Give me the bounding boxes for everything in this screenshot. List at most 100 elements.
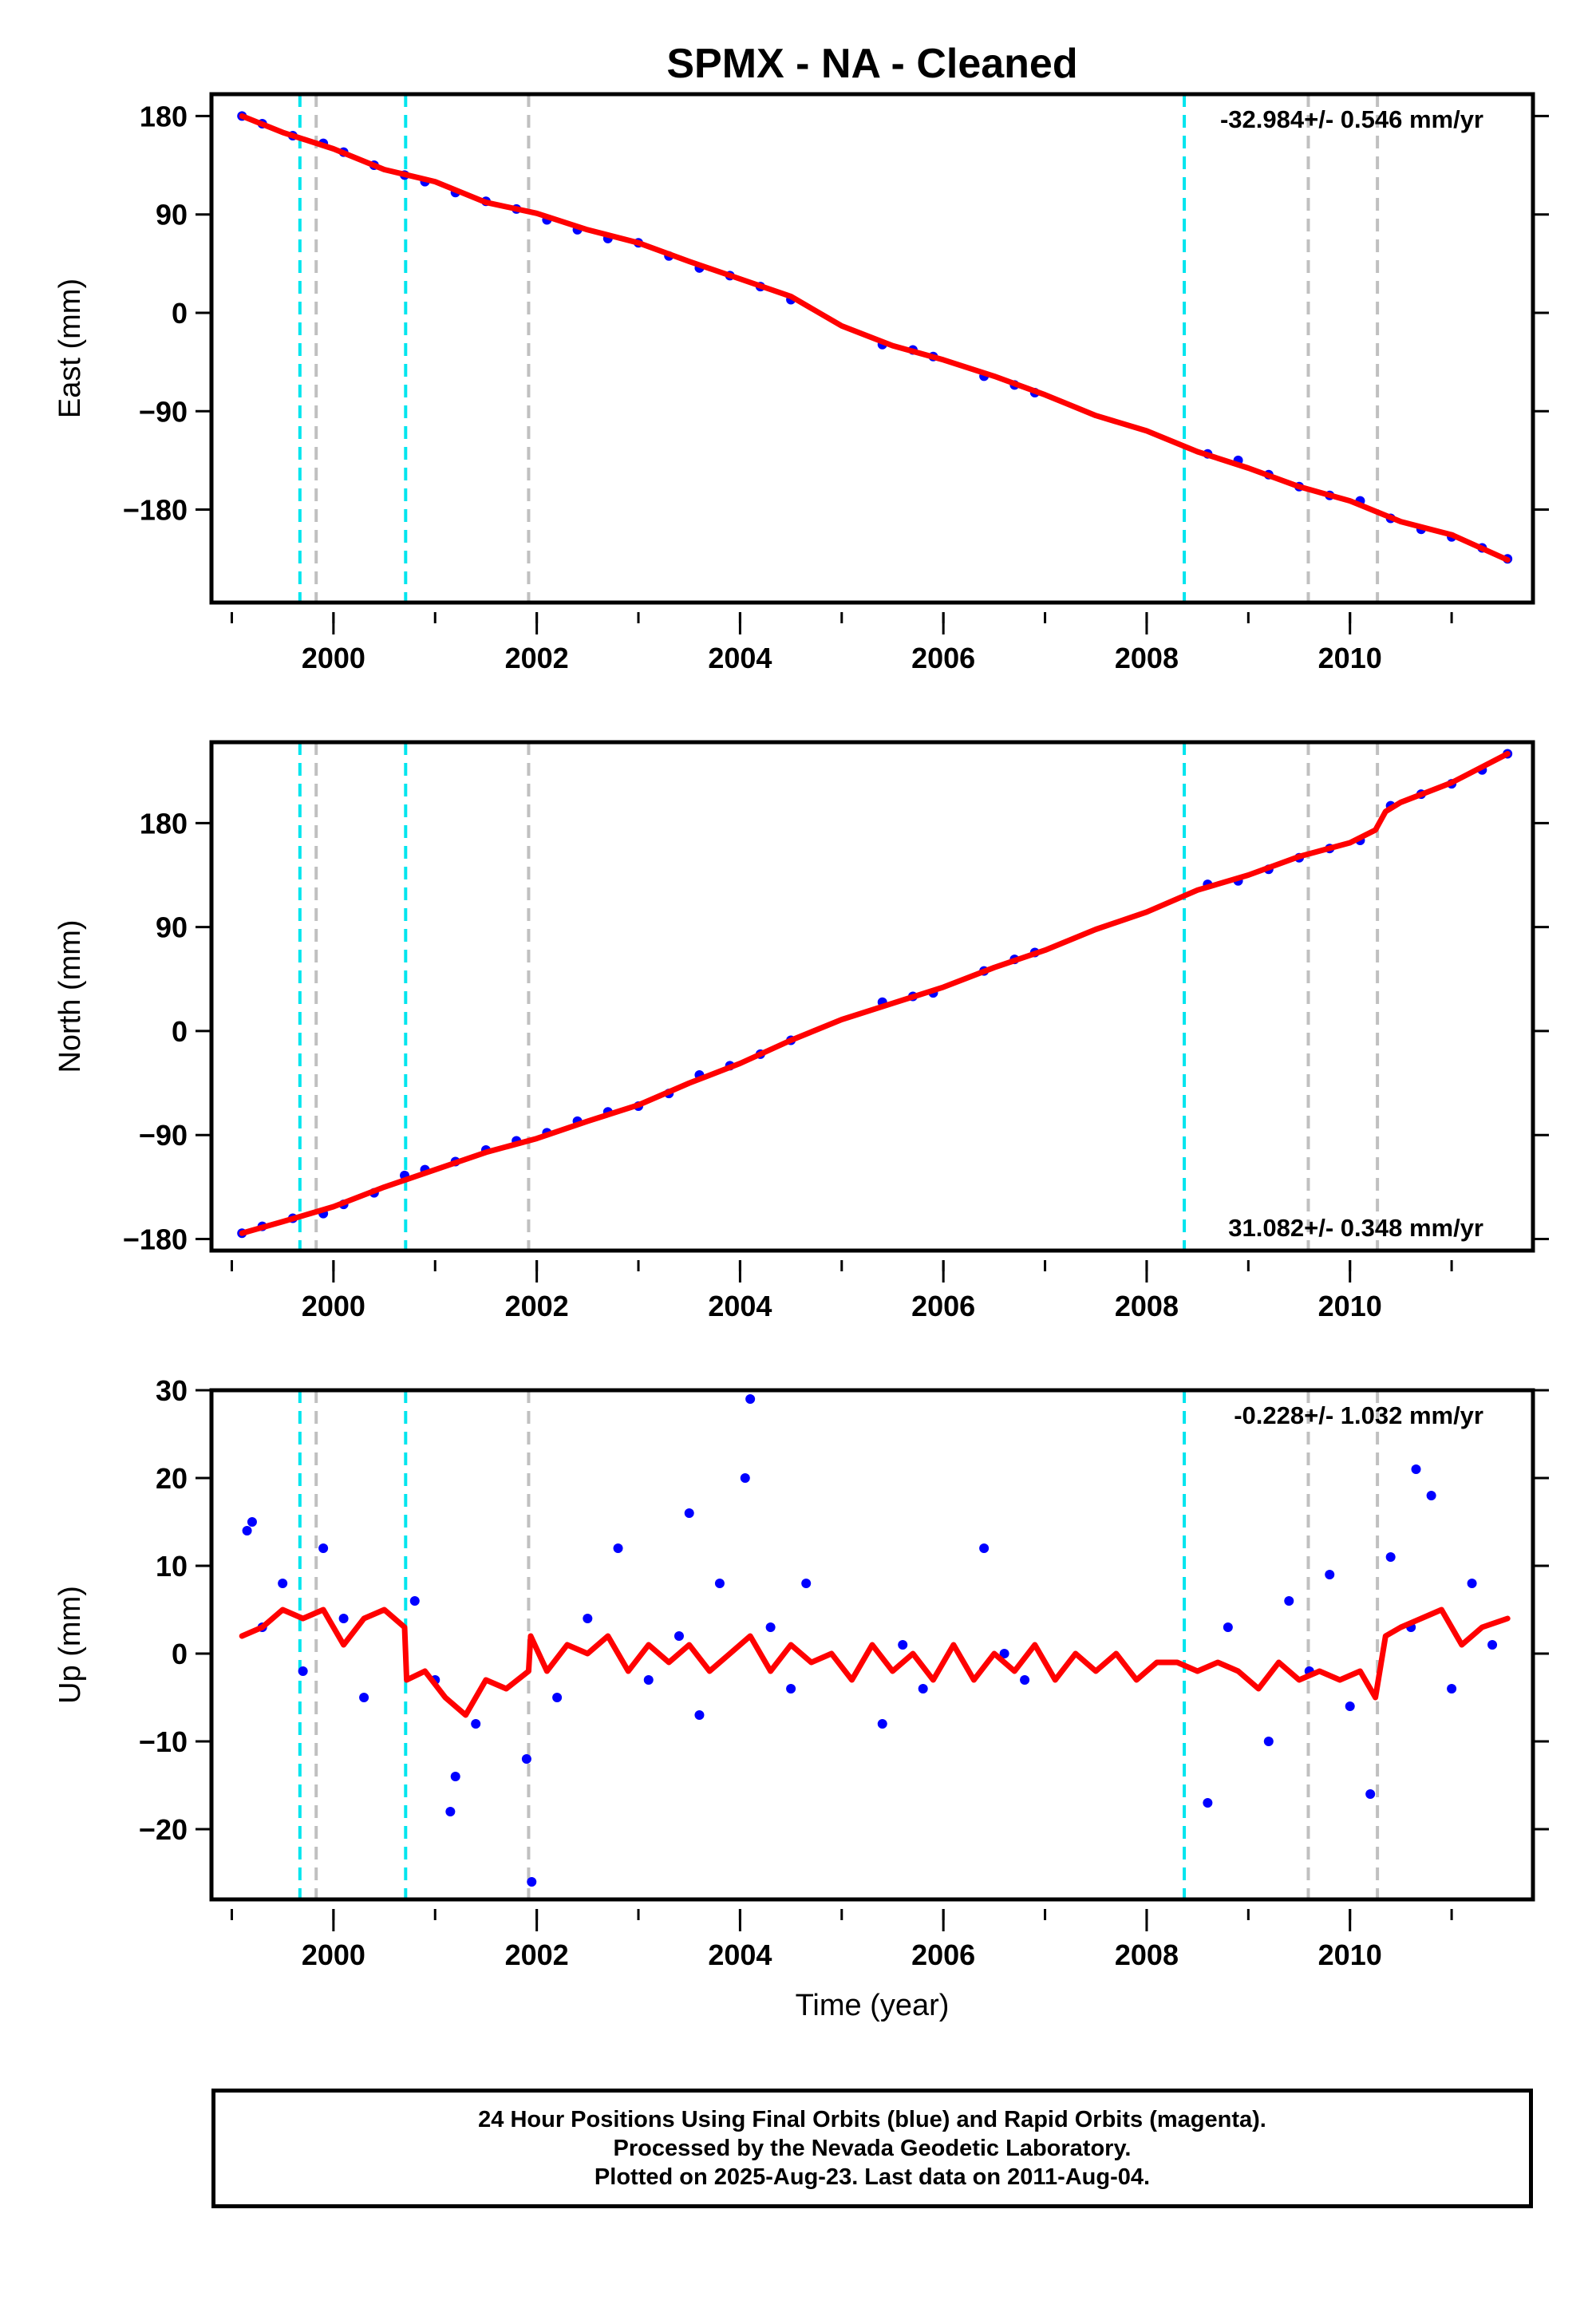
data-point bbox=[359, 1693, 369, 1702]
data-point bbox=[1365, 1789, 1376, 1799]
y-tick-label: 90 bbox=[156, 911, 188, 944]
data-point bbox=[1385, 1552, 1396, 1562]
data-point bbox=[552, 1693, 563, 1702]
x-tick-label: 2000 bbox=[302, 1939, 365, 1971]
x-tick-label: 2010 bbox=[1318, 1939, 1382, 1971]
data-point bbox=[877, 1719, 887, 1729]
x-tick-label: 2004 bbox=[708, 1939, 772, 1971]
y-tick-label: −10 bbox=[139, 1725, 188, 1758]
footer-line-3: Plotted on 2025-Aug-23. Last data on 201… bbox=[594, 2164, 1151, 2190]
data-point bbox=[527, 1877, 537, 1887]
data-point bbox=[1345, 1701, 1355, 1711]
data-point bbox=[1411, 1464, 1421, 1474]
y-tick-label: 0 bbox=[172, 1638, 188, 1670]
data-point bbox=[684, 1508, 694, 1518]
x-tick-label: 2000 bbox=[302, 642, 365, 674]
model-fit-line bbox=[239, 1607, 1511, 1718]
panel-up: 2000 2002 2004 2006 2008 2010 −20 −10 0 10 20 30 Up … bbox=[53, 1374, 1549, 2022]
data-point bbox=[298, 1666, 308, 1676]
x-tick-label: 2008 bbox=[1115, 642, 1179, 674]
data-point bbox=[471, 1719, 481, 1729]
data-point bbox=[1426, 1491, 1436, 1500]
data-point bbox=[1467, 1579, 1477, 1588]
x-tick-label: 2008 bbox=[1115, 1290, 1179, 1322]
data-point bbox=[643, 1675, 654, 1685]
data-point bbox=[786, 1684, 796, 1694]
y-tick-label: 30 bbox=[156, 1374, 188, 1407]
data-point bbox=[714, 1579, 725, 1588]
data-point bbox=[1447, 1684, 1457, 1694]
footer-box: 24 Hour Positions Using Final Orbits (bl… bbox=[211, 2089, 1533, 2208]
plot-frame bbox=[209, 92, 1535, 605]
data-point bbox=[1284, 1596, 1294, 1606]
x-tick-label: 2002 bbox=[505, 642, 569, 674]
data-point bbox=[521, 1754, 531, 1764]
data-point bbox=[338, 1614, 349, 1623]
x-tick-label: 2010 bbox=[1318, 642, 1382, 674]
plot-frame bbox=[209, 740, 1535, 1253]
x-tick-label: 2004 bbox=[708, 642, 772, 674]
data-point bbox=[409, 1596, 420, 1606]
data-point bbox=[318, 1543, 329, 1553]
x-tick-label: 2000 bbox=[302, 1290, 365, 1322]
data-point bbox=[242, 1526, 252, 1535]
x-tick-label: 2006 bbox=[911, 642, 975, 674]
data-point bbox=[979, 1543, 990, 1553]
x-tick-label: 2006 bbox=[911, 1939, 975, 1971]
y-axis-label: Up (mm) bbox=[53, 1586, 87, 1704]
y-tick-label: −180 bbox=[123, 494, 188, 527]
data-point bbox=[1203, 1798, 1213, 1808]
x-axis-label: Time (year) bbox=[796, 1989, 950, 2022]
x-tick-label: 2002 bbox=[505, 1290, 569, 1322]
model-fit-line bbox=[239, 113, 1511, 563]
y-axis-label: North (mm) bbox=[53, 919, 87, 1073]
data-point bbox=[694, 1710, 705, 1720]
data-point bbox=[445, 1807, 456, 1816]
y-tick-label: 90 bbox=[156, 199, 188, 231]
panel-north: 2000 2002 2004 2006 2008 2010 −180 −90 0 90 180 Nor… bbox=[53, 740, 1549, 1322]
data-point bbox=[918, 1684, 928, 1694]
data-point bbox=[450, 1772, 460, 1781]
y-tick-label: 10 bbox=[156, 1550, 188, 1583]
data-point bbox=[765, 1622, 776, 1632]
footer-line-2: Processed by the Nevada Geodetic Laborat… bbox=[613, 2136, 1132, 2161]
rate-label: -0.228+/- 1.032 mm/yr bbox=[1234, 1401, 1483, 1429]
y-tick-label: 180 bbox=[140, 807, 188, 840]
data-point bbox=[1020, 1675, 1030, 1685]
plot-frame bbox=[209, 1388, 1535, 1902]
data-point bbox=[278, 1579, 288, 1588]
y-tick-label: −20 bbox=[139, 1813, 188, 1846]
x-tick-label: 2006 bbox=[911, 1290, 975, 1322]
chart-title: SPMX - NA - Cleaned bbox=[666, 41, 1077, 87]
data-point bbox=[898, 1640, 908, 1650]
rate-label: 31.082+/- 0.348 mm/yr bbox=[1228, 1214, 1483, 1242]
footer-line-1: 24 Hour Positions Using Final Orbits (bl… bbox=[478, 2107, 1266, 2132]
y-tick-label: −90 bbox=[139, 1119, 188, 1152]
y-axis-label: East (mm) bbox=[53, 279, 87, 418]
x-tick-label: 2004 bbox=[708, 1290, 772, 1322]
y-tick-label: −180 bbox=[123, 1223, 188, 1256]
data-point bbox=[1263, 1737, 1274, 1746]
y-tick-label: 180 bbox=[140, 100, 188, 132]
data-point bbox=[583, 1614, 593, 1623]
data-point bbox=[745, 1394, 756, 1404]
x-tick-label: 2010 bbox=[1318, 1290, 1382, 1322]
data-point bbox=[1223, 1622, 1233, 1632]
x-tick-label: 2002 bbox=[505, 1939, 569, 1971]
y-tick-label: 0 bbox=[172, 1015, 188, 1048]
data-point bbox=[1325, 1570, 1335, 1579]
data-point bbox=[1487, 1640, 1498, 1650]
data-point bbox=[613, 1543, 623, 1553]
x-tick-label: 2008 bbox=[1115, 1939, 1179, 1971]
data-point bbox=[801, 1579, 812, 1588]
data-point bbox=[999, 1649, 1009, 1658]
data-point bbox=[740, 1473, 750, 1483]
panel-east: 2000 2002 2004 2006 2008 2010 −180 −90 0 90 180 Eas… bbox=[53, 92, 1549, 674]
y-tick-label: −90 bbox=[139, 395, 188, 428]
rate-label: -32.984+/- 0.546 mm/yr bbox=[1220, 105, 1483, 133]
data-point bbox=[674, 1631, 684, 1641]
y-tick-label: 0 bbox=[172, 297, 188, 330]
y-tick-label: 20 bbox=[156, 1462, 188, 1495]
data-point bbox=[247, 1517, 257, 1527]
